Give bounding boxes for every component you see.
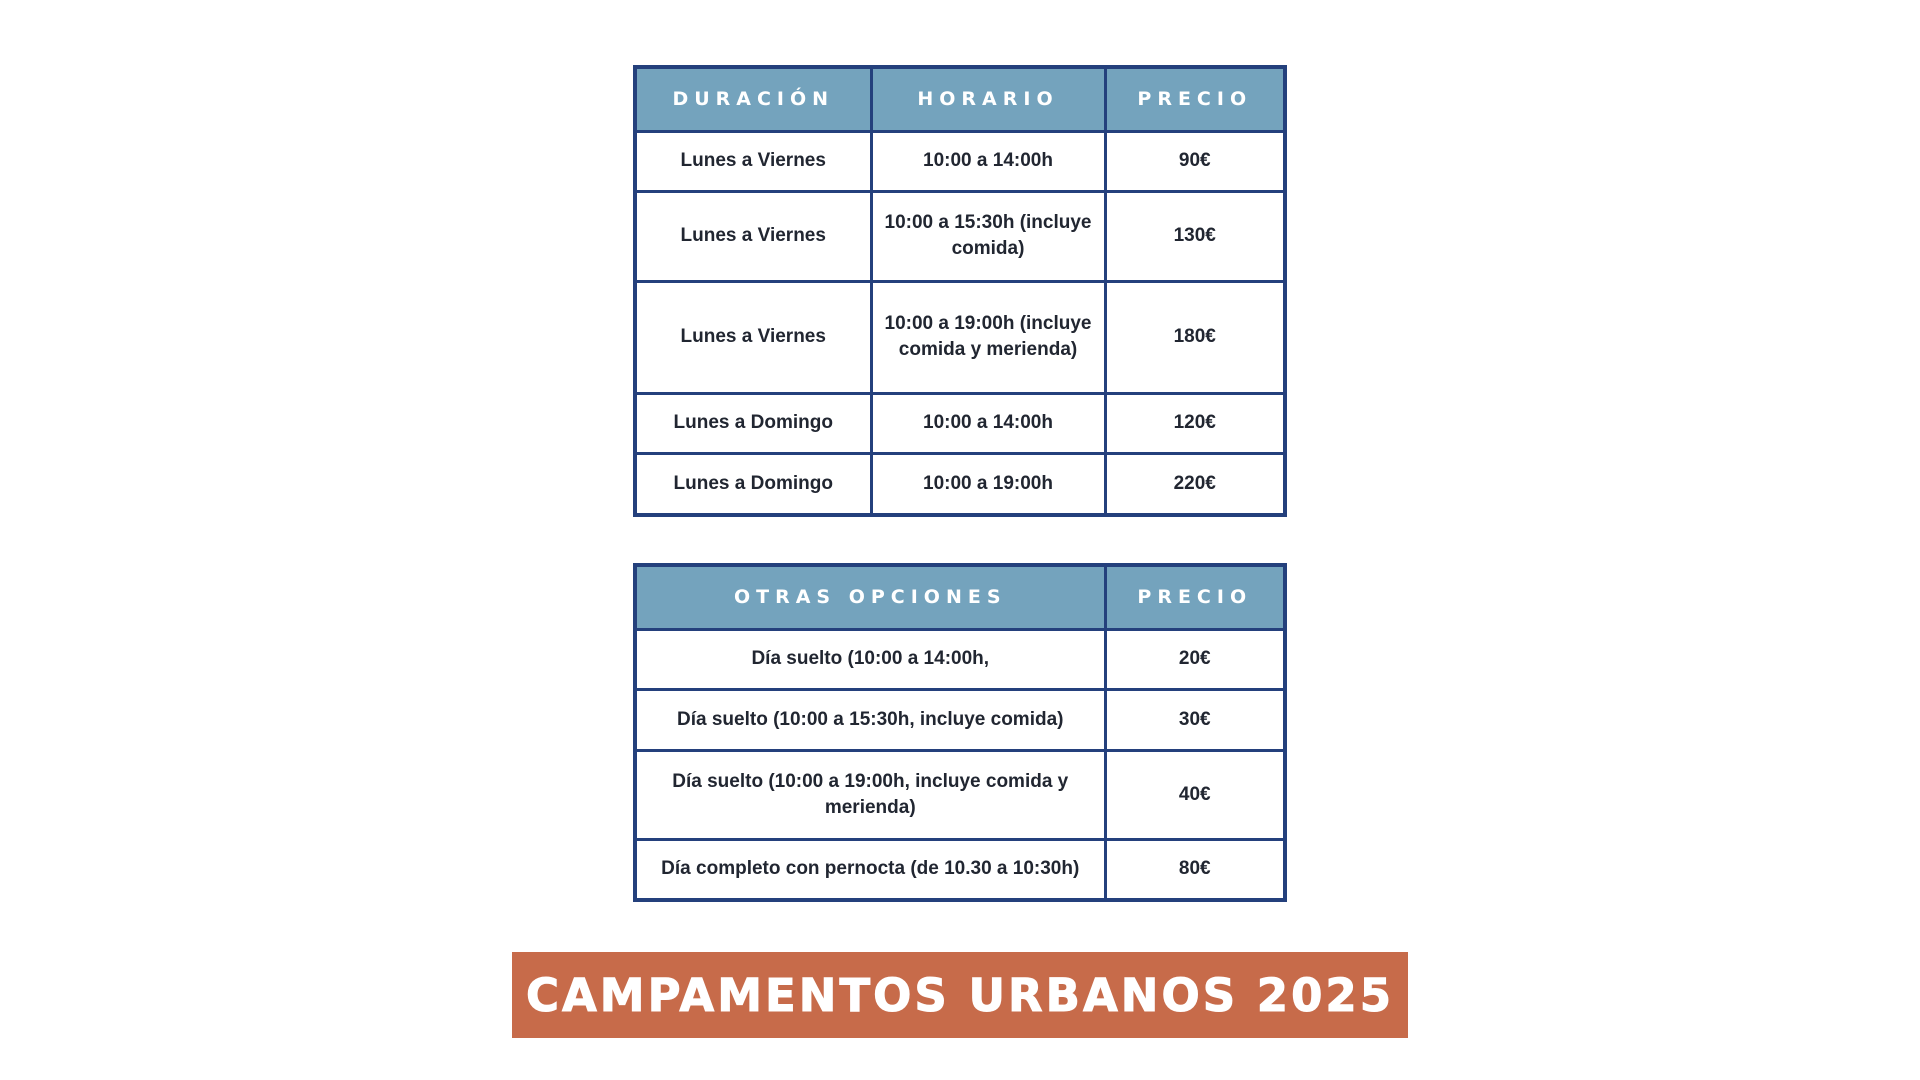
precio-cell: 40€ [1103, 748, 1287, 841]
table-row: Lunes a Viernes 10:00 a 15:30h (incluye … [633, 189, 1287, 283]
table-row: Día suelto (10:00 a 15:30h, incluye comi… [633, 687, 1287, 752]
duration-pricing-table: DURACIÓN HORARIO PRECIO Lunes a Viernes … [633, 65, 1287, 517]
table-row: Día completo con pernocta (de 10.30 a 10… [633, 837, 1287, 902]
column-header-horario: HORARIO [869, 65, 1107, 133]
table-row: Día suelto (10:00 a 14:00h, 20€ [633, 627, 1287, 691]
horario-cell: 10:00 a 14:00h [869, 129, 1107, 193]
horario-cell: 10:00 a 15:30h (incluye comida) [869, 189, 1107, 283]
duracion-cell: Lunes a Viernes [633, 279, 873, 395]
other-options-pricing-table: OTRAS OPCIONES PRECIO Día suelto (10:00 … [633, 563, 1287, 902]
table-row: Lunes a Viernes 10:00 a 14:00h 90€ [633, 129, 1287, 193]
column-header-otras-opciones: OTRAS OPCIONES [633, 563, 1107, 631]
precio-cell: 20€ [1103, 627, 1287, 691]
table-header-row: DURACIÓN HORARIO PRECIO [633, 65, 1287, 133]
banner-campamentos-urbanos: CAMPAMENTOS URBANOS 2025 [512, 952, 1408, 1038]
column-header-precio: PRECIO [1103, 563, 1287, 631]
horario-cell: 10:00 a 14:00h [869, 391, 1107, 455]
precio-cell: 80€ [1103, 837, 1287, 902]
opcion-cell: Día suelto (10:00 a 19:00h, incluye comi… [633, 748, 1107, 841]
precio-cell: 220€ [1103, 451, 1287, 517]
horario-cell: 10:00 a 19:00h [869, 451, 1107, 517]
precio-cell: 120€ [1103, 391, 1287, 455]
table-row: Día suelto (10:00 a 19:00h, incluye comi… [633, 748, 1287, 841]
horario-cell: 10:00 a 19:00h (incluye comida y meriend… [869, 279, 1107, 395]
column-header-precio: PRECIO [1103, 65, 1287, 133]
opcion-cell: Día suelto (10:00 a 15:30h, incluye comi… [633, 687, 1107, 752]
precio-cell: 90€ [1103, 129, 1287, 193]
table-row: Lunes a Domingo 10:00 a 19:00h 220€ [633, 451, 1287, 517]
duracion-cell: Lunes a Viernes [633, 189, 873, 283]
table-row: Lunes a Domingo 10:00 a 14:00h 120€ [633, 391, 1287, 455]
opcion-cell: Día suelto (10:00 a 14:00h, [633, 627, 1107, 691]
table-header-row: OTRAS OPCIONES PRECIO [633, 563, 1287, 631]
precio-cell: 130€ [1103, 189, 1287, 283]
precio-cell: 30€ [1103, 687, 1287, 752]
duracion-cell: Lunes a Domingo [633, 451, 873, 517]
opcion-cell: Día completo con pernocta (de 10.30 a 10… [633, 837, 1107, 902]
duracion-cell: Lunes a Viernes [633, 129, 873, 193]
table-row: Lunes a Viernes 10:00 a 19:00h (incluye … [633, 279, 1287, 395]
banner-title: CAMPAMENTOS URBANOS 2025 [525, 968, 1395, 1022]
precio-cell: 180€ [1103, 279, 1287, 395]
duracion-cell: Lunes a Domingo [633, 391, 873, 455]
column-header-duracion: DURACIÓN [633, 65, 873, 133]
